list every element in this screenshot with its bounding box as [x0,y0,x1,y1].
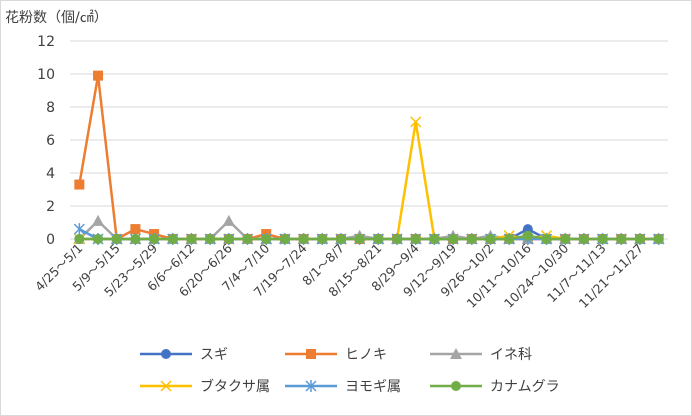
y-tick-labels: 0 2 4 6 8 10 12 [37,34,55,248]
data-point [74,234,85,244]
legend-item: イネ科 [430,347,532,363]
data-point [504,234,515,244]
y-tick-label: 6 [46,133,55,149]
legend-label: イネ科 [490,347,532,363]
data-point [149,234,160,244]
series-カナムグラ [74,230,664,244]
data-point [161,349,171,359]
data-point [74,179,85,190]
data-point [522,230,533,241]
legend-label: ヨモギ属 [345,379,401,395]
data-point [167,234,178,244]
data-point [410,116,422,128]
y-tick-label: 0 [46,232,55,248]
gridlines [70,40,668,240]
data-point [111,234,122,244]
data-point [541,234,552,244]
data-point [578,234,589,244]
legend-label: スギ [200,347,228,363]
data-point [410,234,421,244]
legend-label: カナムグラ [490,379,560,395]
data-point [92,214,105,226]
data-point [466,234,477,244]
legend-item: カナムグラ [430,379,560,395]
data-point [450,348,462,359]
data-point [222,214,235,226]
legend-label: ブタクサ属 [200,378,270,395]
data-point [298,234,309,244]
series-ブタクサ属 [73,116,665,245]
series-line [78,74,659,241]
y-tick-label: 10 [37,67,55,83]
data-point [223,234,234,244]
data-point [451,381,461,391]
data-point [616,234,627,244]
data-point [448,234,459,244]
y-tick-label: 8 [46,100,55,116]
series-group [73,70,665,245]
data-point [317,234,328,244]
data-point [279,234,290,244]
y-tick-label: 2 [46,199,55,215]
data-point [306,349,316,359]
y-axis-title: 花粉数（個/㎠） [5,10,108,26]
x-tick-labels: 4/25～5/15/9～5/155/23～5/296/6～6/126/20～6/… [32,240,646,310]
y-tick-label: 12 [37,34,55,50]
data-point [634,234,645,244]
data-point [186,234,197,244]
data-point [429,234,440,244]
series-ヨモギ属 [73,223,665,245]
series-スギ [74,224,664,244]
legend-item: ヒノキ [285,347,387,363]
legend-item: スギ [140,347,228,363]
data-point [653,234,664,244]
data-point [93,234,104,244]
legend-item: ヨモギ属 [285,379,401,395]
data-point [354,234,365,244]
data-point [93,70,104,81]
data-point [242,234,253,244]
legend-item: ブタクサ属 [140,378,270,395]
data-point [373,234,384,244]
data-point [597,234,608,244]
data-point [392,234,403,244]
data-point [335,234,346,244]
data-point [130,224,141,235]
data-point [130,234,141,244]
y-tick-label: 4 [46,166,55,182]
series-line [79,120,659,241]
data-point [160,380,172,392]
data-point [205,234,216,244]
data-point [305,380,317,392]
legend-label: ヒノキ [345,347,387,363]
data-point [485,234,496,244]
data-point [560,234,571,244]
data-point [261,234,272,244]
data-point [73,223,85,236]
series-ヒノキ [74,70,664,244]
